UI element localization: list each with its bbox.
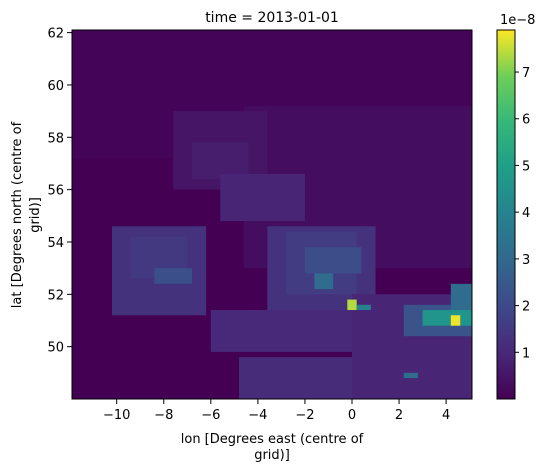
chart-title: time = 2013-01-01: [205, 10, 339, 26]
y-tick-label: 60: [47, 79, 64, 94]
heatmap-cell-region-12: [211, 310, 362, 352]
colorbar-tick-label: 2: [522, 300, 530, 315]
y-tick-label: 54: [47, 236, 64, 251]
heatmap-cell-region-20: [451, 315, 460, 325]
y-tick-label: 62: [47, 27, 64, 42]
colorbar-tick-label: 6: [522, 113, 530, 128]
y-tick-label: 56: [47, 184, 64, 199]
colorbar-tick-label: 4: [522, 206, 530, 221]
colorbar-gradient: [497, 30, 515, 399]
heatmap-cell-region-3: [192, 143, 248, 180]
x-axis: −10 −8 −6 −4 −2 0 2 4: [103, 399, 450, 423]
heatmap-cell-region-18: [347, 300, 356, 310]
heatmap-cell-region-7: [305, 247, 361, 273]
heatmap-cell-region-21: [404, 373, 418, 378]
heatmap-cell-region-19: [357, 305, 371, 310]
heatmap-cell-region-13: [239, 357, 352, 399]
y-tick-label: 52: [47, 288, 64, 303]
colorbar-offset-text: 1e−8: [500, 13, 535, 28]
x-tick-label: −6: [201, 408, 220, 423]
colorbar: 1 2 3 4 5 6 7 1e−8: [497, 13, 535, 399]
y-axis-label-line1: lat [Degrees north (centre of: [10, 121, 25, 308]
x-tick-label: −2: [295, 408, 314, 423]
x-tick-label: 2: [395, 408, 403, 423]
colorbar-tick-label: 5: [522, 159, 530, 174]
heatmap-cell-region-16: [423, 310, 472, 326]
y-axis-label-line2: grid)]: [28, 197, 43, 233]
heatmap-cell-region-17: [451, 284, 472, 310]
x-axis-label-line2: grid)]: [254, 448, 290, 463]
heatmap-plot-area: [72, 30, 472, 399]
colorbar-tick-label: 1: [522, 346, 530, 361]
x-tick-label: −8: [154, 408, 173, 423]
x-tick-label: 0: [348, 408, 356, 423]
heatmap-cell-region-11: [154, 268, 192, 284]
x-tick-label: −10: [103, 408, 130, 423]
heatmap-cell-region-8: [314, 273, 333, 289]
y-tick-label: 50: [47, 341, 64, 356]
y-axis: 50 52 54 56 58 60 62: [47, 27, 72, 356]
x-axis-label-line1: lon [Degrees east (centre of: [181, 432, 364, 447]
colorbar-tick-label: 3: [522, 253, 530, 268]
y-tick-label: 58: [47, 131, 64, 146]
colorbar-tick-label: 7: [522, 66, 530, 81]
heatmap-cell-region-4: [220, 174, 305, 221]
x-tick-label: 4: [442, 408, 450, 423]
x-tick-label: −4: [248, 408, 267, 423]
